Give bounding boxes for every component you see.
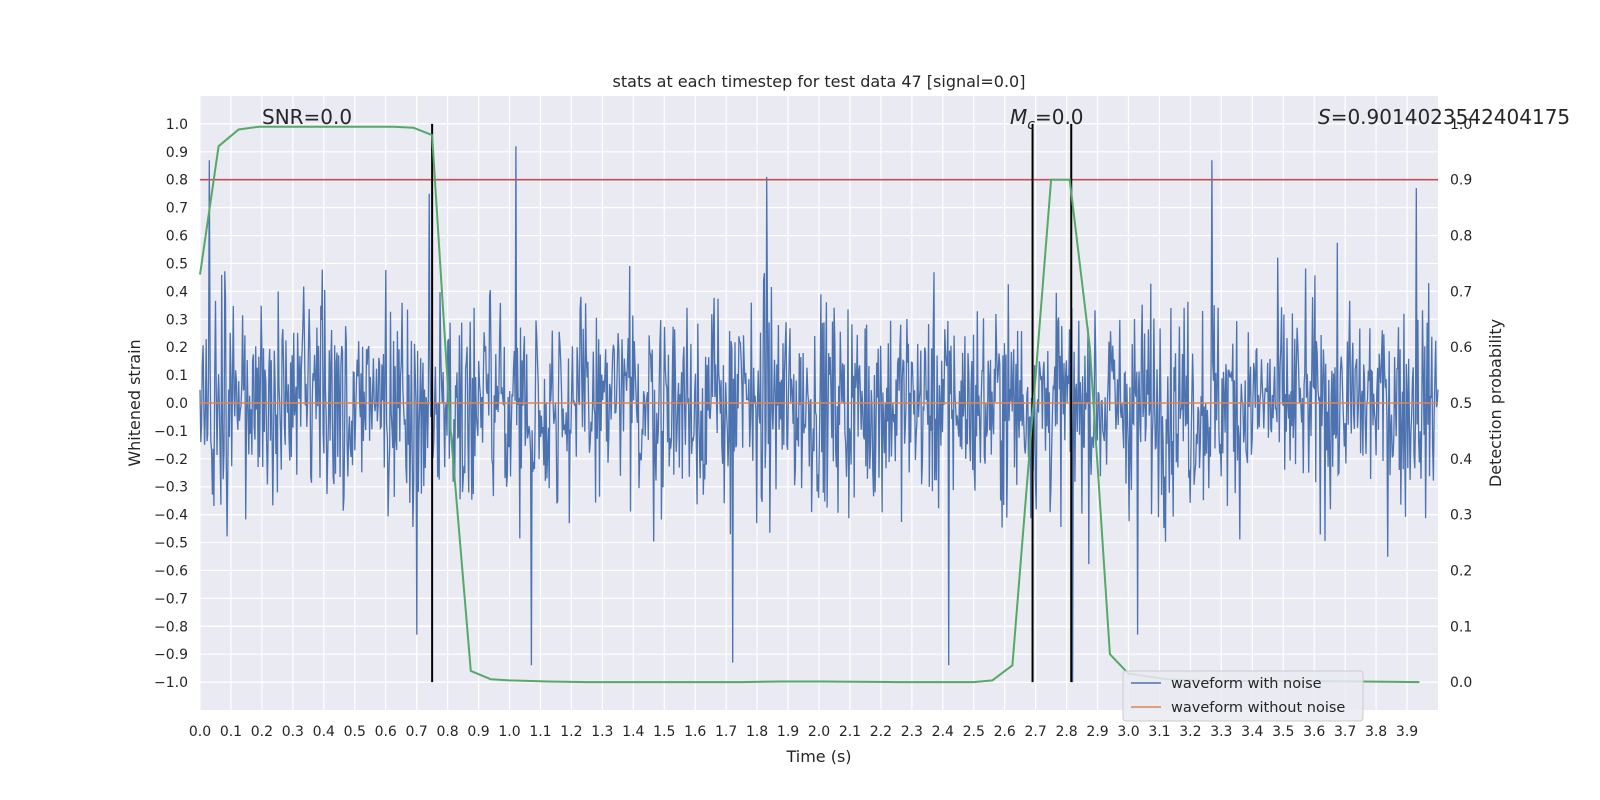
y-left-axis-ticks: 1.0 0.9 0.8 0.7 0.6 0.5 0.4 0.3 0.2 0.1 0.0 −0.1 −0.…: [154, 117, 188, 691]
y-left-tick-label: −0.2: [154, 452, 188, 468]
x-tick-label: 1.5: [653, 724, 675, 740]
x-tick-label: 3.3: [1210, 724, 1232, 740]
x-tick-label: 1.0: [498, 724, 520, 740]
y-left-tick-label: −0.4: [154, 508, 188, 524]
chart-title: stats at each timestep for test data 47 …: [613, 72, 1026, 91]
noise-waveform: [199, 146, 1439, 683]
x-tick-label: 0.4: [313, 724, 335, 740]
y-right-tick-label: 0.9: [1450, 173, 1472, 189]
y-left-tick-label: 0.3: [166, 312, 188, 328]
y-left-tick-label: −0.1: [154, 424, 188, 440]
y-left-tick-label: 1.0: [166, 117, 188, 133]
y-right-tick-label: 0.7: [1450, 284, 1472, 300]
x-tick-label: 1.4: [622, 724, 644, 740]
legend-label-noise: waveform with noise: [1171, 676, 1322, 692]
y-left-tick-label: 0.9: [166, 145, 188, 161]
y-left-tick-label: 0.2: [166, 340, 188, 356]
x-axis-label: Time (s): [785, 747, 851, 766]
legend-box: [1122, 670, 1364, 722]
y-right-tick-label: 0.5: [1450, 396, 1472, 412]
y-left-tick-label: 0.0: [166, 396, 188, 412]
y-right-tick-label: 0.2: [1450, 563, 1472, 579]
mc-subscript: c: [1027, 117, 1035, 133]
y-left-tick-label: −0.6: [154, 563, 188, 579]
x-tick-label: 3.8: [1365, 724, 1387, 740]
score-annotation: S=0.9014023542404175: [1318, 105, 1570, 129]
y-left-tick-label: 0.5: [166, 256, 188, 272]
series-detection-probability: [199, 125, 1420, 684]
legend: waveform with noise waveform without noi…: [1122, 670, 1364, 722]
y-right-tick-label: 0.1: [1450, 619, 1472, 635]
x-tick-label: 2.4: [932, 724, 954, 740]
y-left-tick-label: −1.0: [154, 675, 188, 691]
x-tick-label: 1.9: [777, 724, 799, 740]
x-tick-label: 2.5: [963, 724, 985, 740]
x-tick-label: 0.1: [220, 724, 242, 740]
x-tick-label: 3.6: [1303, 724, 1325, 740]
y-right-tick-label: 1.0: [1450, 117, 1472, 133]
mc-value: =0.0: [1035, 105, 1084, 129]
y-left-tick-label: −0.3: [154, 480, 188, 496]
y-left-tick-label: −0.8: [154, 619, 188, 635]
y-right-tick-label: 0.6: [1450, 340, 1472, 356]
x-tick-label: 3.9: [1396, 724, 1418, 740]
legend-label-clean: waveform without noise: [1171, 700, 1345, 716]
x-tick-label: 0.6: [375, 724, 397, 740]
y-left-tick-label: −0.9: [154, 647, 188, 663]
x-tick-label: 0.3: [282, 724, 304, 740]
x-tick-label: 1.8: [746, 724, 768, 740]
chirp-mass-annotation: Mc=0.0: [1010, 105, 1084, 133]
x-tick-label: 0.8: [436, 724, 458, 740]
y-right-axis-ticks: 1.0 0.9 0.8 0.7 0.6 0.5 0.4 0.3 0.2 0.1 0.0: [1450, 117, 1472, 691]
x-tick-label: 2.2: [870, 724, 892, 740]
s-value: =0.9014023542404175: [1331, 105, 1570, 129]
y-right-tick-label: 0.3: [1450, 508, 1472, 524]
x-tick-label: 3.5: [1272, 724, 1294, 740]
x-tick-label: 3.2: [1179, 724, 1201, 740]
x-tick-label: 3.4: [1241, 724, 1263, 740]
y-left-tick-label: 0.1: [166, 368, 188, 384]
x-tick-label: 1.2: [560, 724, 582, 740]
x-tick-label: 2.7: [1025, 724, 1047, 740]
x-tick-label: 2.9: [1086, 724, 1108, 740]
x-tick-label: 3.7: [1334, 724, 1356, 740]
x-tick-label: 1.7: [715, 724, 737, 740]
y-left-tick-label: 0.6: [166, 229, 188, 245]
x-tick-label: 3.0: [1117, 724, 1139, 740]
x-tick-label: 2.0: [808, 724, 830, 740]
x-tick-label: 3.1: [1148, 724, 1170, 740]
y-right-tick-label: 0.8: [1450, 229, 1472, 245]
x-tick-label: 1.6: [684, 724, 706, 740]
y-left-tick-label: 0.8: [166, 173, 188, 189]
s-symbol: S: [1318, 105, 1331, 129]
y-left-tick-label: 0.7: [166, 201, 188, 217]
y-left-tick-label: −0.5: [154, 536, 188, 552]
y-right-tick-label: 0.4: [1450, 452, 1472, 468]
x-tick-label: 2.1: [839, 724, 861, 740]
x-tick-label: 0.0: [189, 724, 211, 740]
y-left-tick-label: 0.4: [166, 284, 188, 300]
x-axis-ticks: 0.0 0.1 0.2 0.3 0.4 0.5 0.6 0.7 0.8 0.9 1.0 1.1 1.2 1…: [189, 724, 1418, 740]
snr-annotation: SNR=0.0: [262, 105, 352, 129]
x-tick-label: 0.5: [344, 724, 366, 740]
x-tick-label: 1.1: [529, 724, 551, 740]
x-tick-label: 2.3: [901, 724, 923, 740]
y-right-axis-label: Detection probability: [1486, 319, 1505, 487]
x-tick-label: 0.7: [406, 724, 428, 740]
x-tick-label: 0.2: [251, 724, 273, 740]
mc-symbol: M: [1010, 105, 1027, 129]
y-right-tick-label: 0.0: [1450, 675, 1472, 691]
series-waveform-with-noise: [199, 146, 1439, 683]
x-tick-label: 2.8: [1055, 724, 1077, 740]
y-left-tick-label: −0.7: [154, 591, 188, 607]
x-tick-label: 2.6: [994, 724, 1016, 740]
x-tick-label: 1.3: [591, 724, 613, 740]
x-tick-label: 0.9: [467, 724, 489, 740]
y-left-axis-label: Whitened strain: [125, 339, 144, 466]
